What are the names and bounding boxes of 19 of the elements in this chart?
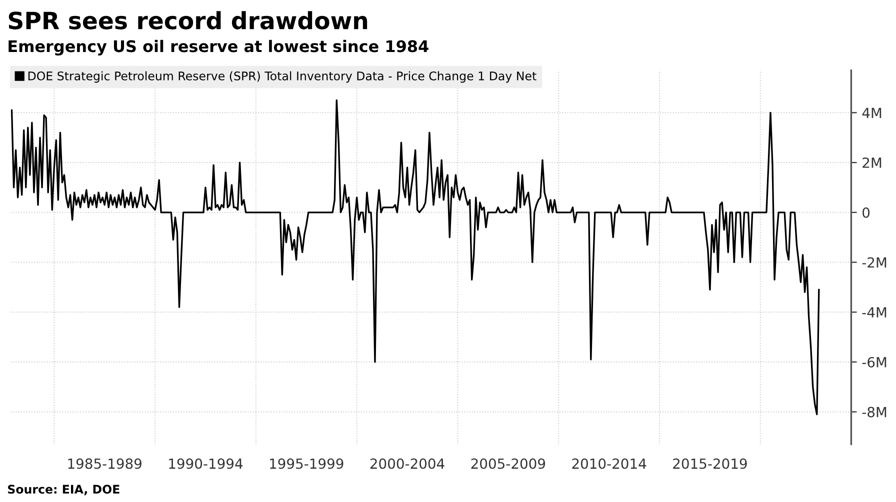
x-tick-label: 2000-2004 [370, 458, 444, 469]
y-tick-label: -8M [862, 406, 886, 418]
x-tick-label: 2005-2009 [471, 458, 546, 469]
line-series [10, 99, 820, 416]
x-tick-label: 1990-1994 [169, 458, 243, 469]
x-tick-label: 1985-1989 [68, 458, 142, 469]
y-tick-label: 2M [862, 158, 882, 168]
chart-title: SPR sees record drawdown [8, 11, 368, 30]
y-tick-label: -2M [862, 257, 886, 268]
source-note: Source: EIA, DOE [8, 484, 120, 496]
y-tick-label: -6M [862, 356, 886, 368]
legend-label: DOE Strategic Petroleum Reserve (SPR) Total Inventory Data - Price Change 1 Day Net [28, 71, 536, 83]
y-tick-label: 4M [862, 108, 882, 118]
x-tick-label: 2010-2014 [572, 458, 646, 469]
chart-subtitle: Emergency US oil reserve at lowest since 1984 [8, 40, 428, 56]
y-tick-label: 0 [862, 207, 870, 218]
x-tick-label: 2015-2019 [673, 458, 747, 469]
x-tick-label: 1995-1999 [270, 458, 344, 469]
y-tick-label: -4M [862, 307, 886, 318]
